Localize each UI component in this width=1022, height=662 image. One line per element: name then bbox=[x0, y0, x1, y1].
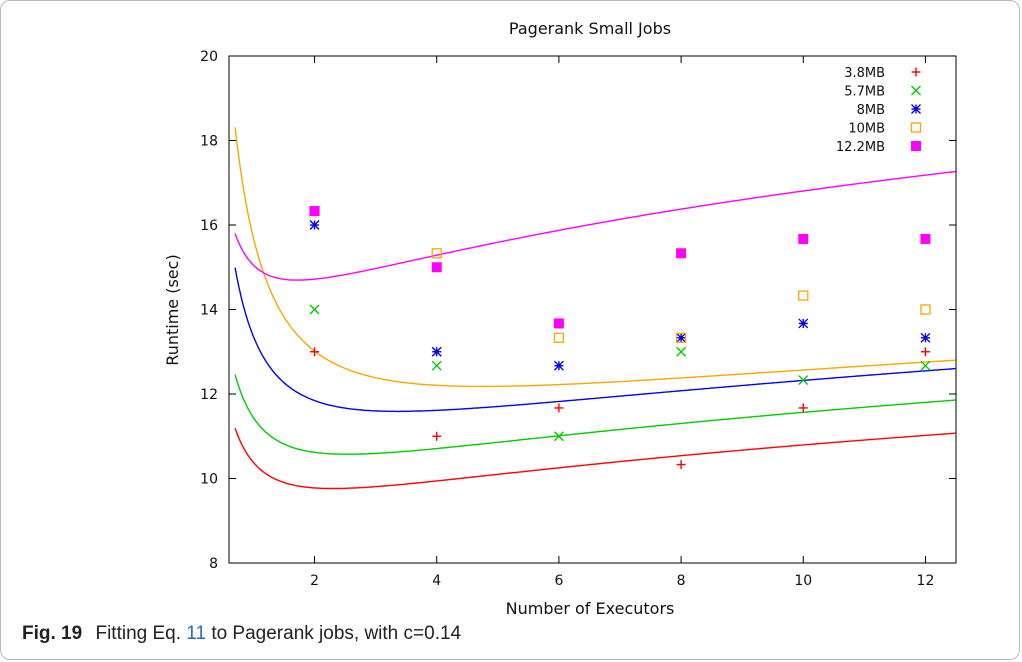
legend-marker bbox=[911, 85, 921, 96]
runtime-chart: Pagerank Small Jobs 2 4 6 8 10 12 8 10 12 14 16 18 2… bbox=[163, 19, 957, 618]
data-point bbox=[920, 360, 931, 371]
y-tick-label: 10 bbox=[200, 472, 218, 488]
y-tick-label: 14 bbox=[200, 303, 218, 319]
legend-label: 8MB bbox=[857, 103, 885, 118]
data-point bbox=[431, 346, 442, 357]
data-point bbox=[554, 403, 564, 413]
data-point bbox=[798, 233, 809, 244]
figure-number: Fig. 19 bbox=[22, 623, 83, 644]
data-point bbox=[309, 220, 320, 230]
data-point bbox=[431, 262, 442, 273]
data-point bbox=[798, 403, 808, 413]
y-axis-label: Runtime (sec) bbox=[163, 254, 182, 365]
data-point bbox=[798, 290, 809, 301]
plot-border bbox=[228, 55, 957, 564]
x-tick-label: 6 bbox=[554, 573, 563, 589]
data-point bbox=[920, 304, 931, 315]
legend-marker bbox=[911, 67, 921, 77]
y-tick-label: 16 bbox=[200, 218, 218, 234]
data-point bbox=[920, 347, 930, 357]
legend-marker bbox=[911, 104, 921, 114]
y-tick-label: 8 bbox=[209, 556, 218, 572]
legend-label: 3.8MB bbox=[844, 66, 885, 81]
figure-caption: Fig. 19 Fitting Eq. 11 to Pagerank jobs,… bbox=[22, 623, 461, 645]
fit-curve-1 bbox=[234, 374, 956, 456]
chart-title: Pagerank Small Jobs bbox=[509, 19, 671, 38]
caption-text-before: Fitting Eq. bbox=[95, 623, 182, 644]
x-tick-label: 10 bbox=[794, 573, 812, 589]
caption-text-after: to Pagerank jobs, with c=0.14 bbox=[211, 623, 462, 644]
fit-curve-2 bbox=[234, 267, 956, 413]
legend-label: 12.2MB bbox=[836, 140, 885, 155]
y-tick-label: 12 bbox=[200, 387, 218, 403]
legend-marker bbox=[910, 122, 922, 133]
fit-curve-4 bbox=[234, 170, 956, 281]
legend-marker bbox=[911, 141, 921, 151]
x-axis-label: Number of Executors bbox=[506, 599, 675, 618]
data-point bbox=[676, 332, 687, 343]
data-point bbox=[310, 347, 320, 357]
data-point bbox=[553, 318, 564, 329]
data-point bbox=[553, 431, 564, 442]
data-point bbox=[676, 346, 687, 357]
y-tick-label: 20 bbox=[200, 49, 218, 65]
fit-curve-3 bbox=[234, 127, 956, 388]
data-point bbox=[432, 431, 442, 441]
data-point bbox=[920, 332, 931, 343]
data-point bbox=[309, 206, 320, 217]
data-point bbox=[798, 375, 809, 386]
data-point bbox=[676, 460, 686, 470]
data-point bbox=[309, 304, 320, 315]
x-tick-label: 2 bbox=[310, 573, 319, 589]
equation-reference-link[interactable]: 11 bbox=[186, 623, 207, 644]
legend-label: 5.7MB bbox=[844, 85, 885, 100]
data-point bbox=[920, 233, 931, 244]
x-tick-label: 12 bbox=[917, 573, 935, 589]
y-tick-label: 18 bbox=[200, 134, 218, 150]
legend-label: 10MB bbox=[848, 122, 885, 137]
data-point bbox=[431, 248, 442, 259]
data-point bbox=[553, 332, 565, 343]
x-tick-label: 8 bbox=[677, 573, 686, 589]
data-point bbox=[675, 332, 687, 343]
data-point bbox=[553, 360, 564, 371]
fit-curve-0 bbox=[234, 427, 956, 490]
data-point bbox=[798, 318, 809, 329]
data-point bbox=[431, 360, 442, 371]
data-point bbox=[676, 248, 687, 259]
x-tick-label: 4 bbox=[432, 573, 441, 589]
